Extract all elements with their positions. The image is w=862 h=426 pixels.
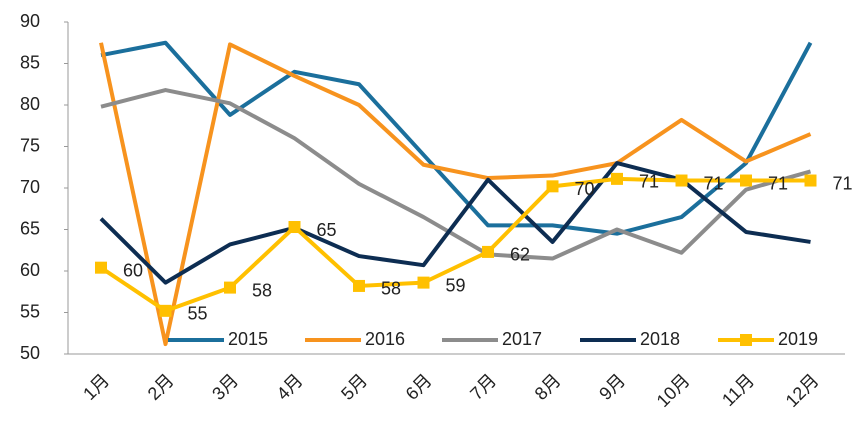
data-label: 62 bbox=[510, 245, 530, 265]
x-tick-label: 12月 bbox=[782, 370, 823, 411]
legend-label: 2017 bbox=[502, 329, 542, 349]
legend-label: 2018 bbox=[640, 329, 680, 349]
data-label: 60 bbox=[123, 260, 143, 280]
data-point bbox=[740, 174, 752, 187]
data-point bbox=[417, 276, 430, 289]
data-point bbox=[288, 221, 301, 234]
series-line bbox=[99, 176, 811, 313]
y-tick-label: 90 bbox=[20, 11, 40, 31]
series-line bbox=[100, 40, 813, 236]
y-tick-label: 75 bbox=[20, 135, 40, 155]
data-label: 71 bbox=[639, 172, 659, 192]
y-tick-label: 55 bbox=[20, 301, 40, 321]
x-tick-label: 7月 bbox=[466, 370, 500, 404]
data-point bbox=[482, 245, 494, 258]
x-tick-label: 6月 bbox=[402, 370, 436, 404]
series-line bbox=[99, 161, 811, 285]
data-point bbox=[224, 281, 236, 294]
data-point bbox=[675, 174, 688, 187]
data-label: 58 bbox=[252, 280, 272, 300]
x-tick-label: 11月 bbox=[718, 370, 758, 410]
data-point bbox=[546, 180, 559, 193]
data-label: 65 bbox=[317, 220, 337, 240]
x-tick-label: 1月 bbox=[79, 370, 113, 404]
y-tick-label: 85 bbox=[20, 52, 40, 72]
data-label: 59 bbox=[446, 275, 466, 295]
legend-label: 2016 bbox=[365, 329, 405, 349]
data-label: 71 bbox=[704, 173, 724, 193]
data-point bbox=[353, 279, 365, 292]
x-tick-label: 2月 bbox=[144, 370, 178, 404]
y-tick-label: 65 bbox=[20, 218, 40, 238]
data-point bbox=[159, 304, 172, 317]
x-tick-label: 10月 bbox=[653, 370, 694, 411]
data-label: 71 bbox=[833, 173, 853, 193]
legend-label: 2019 bbox=[778, 329, 818, 349]
series-line bbox=[99, 42, 812, 347]
y-tick-label: 70 bbox=[20, 177, 40, 197]
y-tick-label: 50 bbox=[20, 343, 40, 363]
x-tick-label: 5月 bbox=[337, 370, 371, 404]
x-tick-label: 4月 bbox=[273, 370, 307, 404]
data-point bbox=[95, 261, 107, 274]
data-label: 58 bbox=[381, 279, 401, 299]
y-tick-label: 60 bbox=[20, 260, 40, 280]
data-point bbox=[611, 172, 623, 185]
data-label: 70 bbox=[575, 179, 595, 199]
series-line bbox=[100, 88, 812, 261]
legend-marker bbox=[740, 334, 752, 346]
x-tick-label: 9月 bbox=[595, 370, 629, 404]
data-label: 71 bbox=[768, 173, 788, 193]
x-tick-label: 8月 bbox=[531, 370, 565, 404]
data-label: 55 bbox=[188, 304, 208, 324]
legend-label: 2015 bbox=[228, 329, 268, 349]
y-tick-label: 80 bbox=[20, 94, 40, 114]
x-tick-label: 3月 bbox=[208, 370, 242, 404]
data-point bbox=[804, 174, 817, 187]
